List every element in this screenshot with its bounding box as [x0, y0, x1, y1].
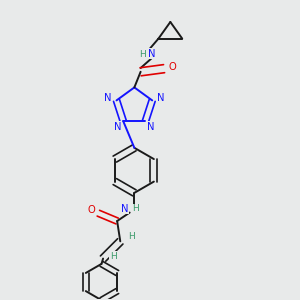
Text: N: N — [147, 122, 154, 132]
Text: N: N — [121, 203, 129, 214]
Text: H: H — [128, 232, 135, 241]
Text: N: N — [148, 49, 155, 59]
Text: N: N — [157, 93, 164, 103]
Text: N: N — [114, 122, 122, 132]
Text: H: H — [139, 50, 146, 59]
Text: H: H — [133, 204, 139, 213]
Text: O: O — [88, 205, 95, 215]
Text: N: N — [104, 93, 112, 103]
Text: O: O — [169, 62, 177, 72]
Text: H: H — [110, 252, 116, 261]
